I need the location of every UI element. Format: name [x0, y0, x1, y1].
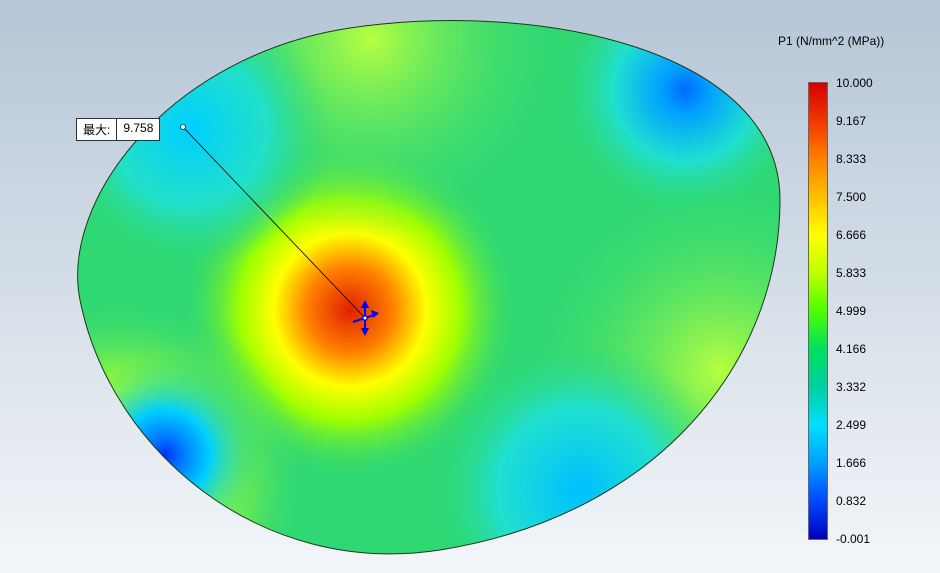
max-value-callout[interactable]: 最大: 9.758: [76, 118, 160, 141]
legend-color-bar: [808, 82, 828, 540]
callout-value: 9.758: [117, 119, 159, 140]
legend-tick: 0.832: [836, 494, 866, 508]
legend-tick: 2.499: [836, 418, 866, 432]
legend-tick: 9.167: [836, 114, 866, 128]
fea-contour-plot[interactable]: [20, 0, 820, 573]
legend-tick: 6.666: [836, 228, 866, 242]
legend-tick: 10.000: [836, 76, 873, 90]
legend-tick: 4.166: [836, 342, 866, 356]
legend-tick: -0.001: [836, 532, 870, 546]
legend-tick: 8.333: [836, 152, 866, 166]
legend-tick: 4.999: [836, 304, 866, 318]
legend-tick: 3.332: [836, 380, 866, 394]
legend-tick: 5.833: [836, 266, 866, 280]
simulation-viewport[interactable]: 最大: 9.758 P1 (N/mm^2 (MPa)) 10.000 9.167 8…: [0, 0, 940, 573]
legend-tick: 7.500: [836, 190, 866, 204]
callout-label: 最大:: [77, 119, 117, 140]
legend-tick: 1.666: [836, 456, 866, 470]
legend-title: P1 (N/mm^2 (MPa)): [778, 34, 928, 48]
